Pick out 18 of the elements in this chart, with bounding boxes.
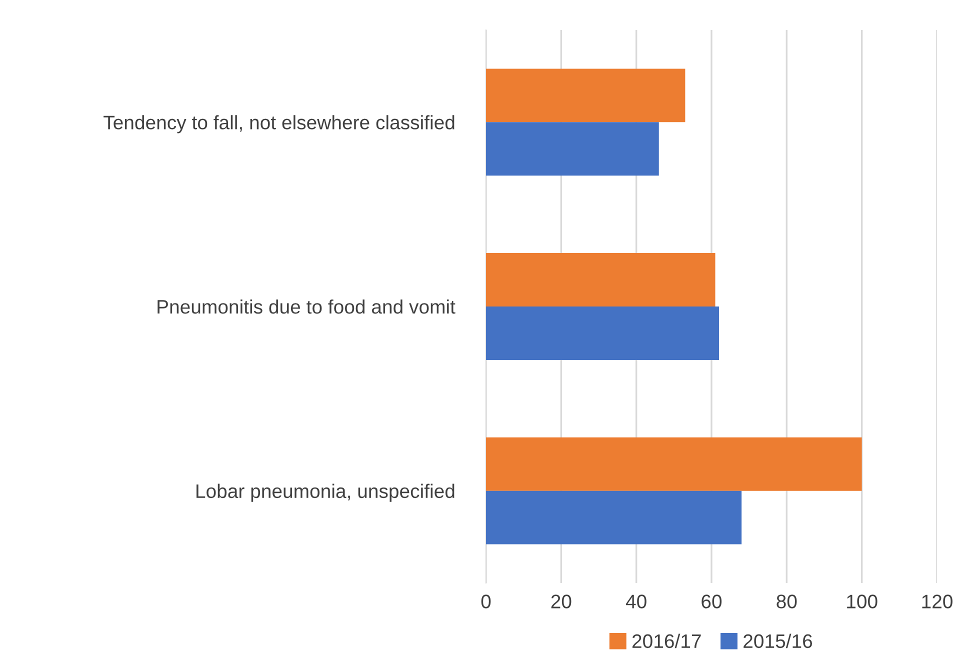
bar	[486, 306, 720, 360]
x-tick-label: 0	[481, 594, 491, 608]
y-tick-label: Pneumonitis due to food and vomit	[158, 299, 456, 314]
x-tick-label: 20	[551, 594, 572, 608]
x-tick-label: 60	[702, 594, 722, 608]
bar	[486, 490, 742, 544]
y-tick-label: Lobar pneumonia, unspecified	[196, 484, 454, 502]
bar	[486, 437, 862, 491]
x-tick-label: 120	[922, 594, 952, 608]
bar	[486, 122, 659, 176]
bar	[486, 253, 716, 306]
y-tick-label: Tendency to fall, not elsewhere classified	[104, 115, 454, 134]
x-tick-label: 40	[626, 594, 646, 608]
bar	[486, 68, 686, 122]
legend-label: 2016/17	[632, 634, 701, 648]
x-tick-label: 100	[847, 594, 878, 608]
x-tick-label: 80	[776, 594, 797, 608]
legend-label: 2015/16	[744, 634, 812, 648]
